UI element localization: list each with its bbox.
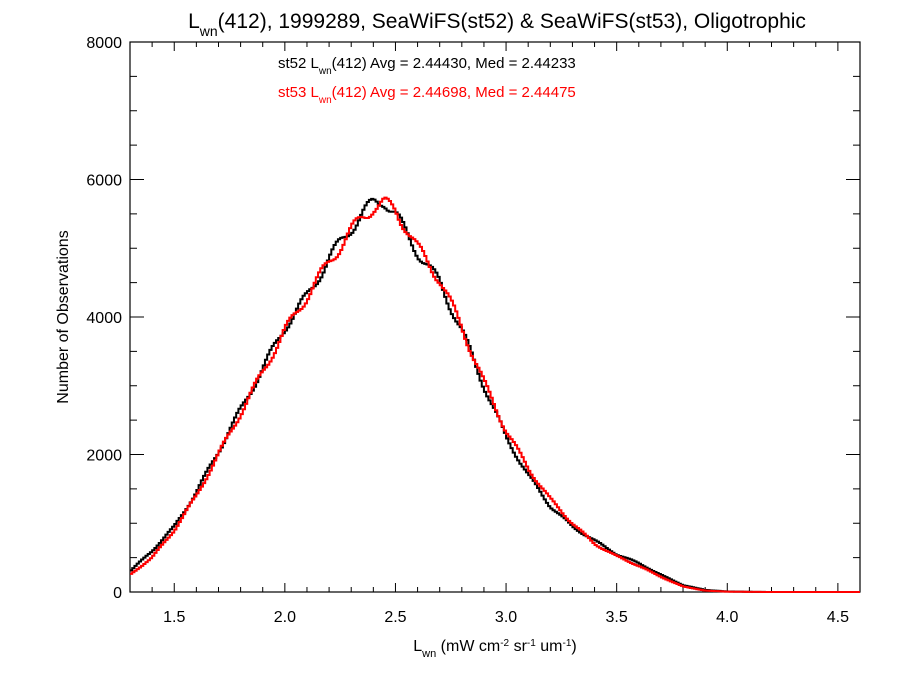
y-tick-label: 0 <box>113 585 122 602</box>
x-tick-label: 2.0 <box>274 609 296 626</box>
x-axis-label: Lwn (mW cm-2 sr-1 um-1) <box>413 638 576 661</box>
x-tick-label: 4.5 <box>827 609 849 626</box>
y-tick-label: 4000 <box>86 310 122 327</box>
plot-frame <box>129 41 861 593</box>
annotation-st53: st53 Lwn(412) Avg = 2.44698, Med = 2.444… <box>278 84 576 106</box>
x-tick-label: 3.5 <box>606 609 628 626</box>
x-tick-label: 4.0 <box>716 609 738 626</box>
series-st52-line <box>130 197 860 593</box>
y-tick-label: 6000 <box>86 173 122 190</box>
y-axis-ticks: 0 2000 4000 6000 8000 <box>86 35 860 602</box>
x-tick-label: 2.5 <box>384 609 406 626</box>
chart-title: Lwn(412), 1999289, SeaWiFS(st52) & SeaWi… <box>188 10 806 39</box>
x-tick-label: 1.5 <box>163 609 185 626</box>
x-axis-ticks: 1.5 2.0 2.5 3.0 3.5 4.0 4.5 <box>129 42 861 626</box>
x-tick-label: 3.0 <box>495 609 517 626</box>
y-axis-label: Number of Observations <box>55 230 72 403</box>
series-st53-line <box>130 196 860 593</box>
annotation-st52: st52 Lwn(412) Avg = 2.44430, Med = 2.442… <box>278 55 576 77</box>
y-tick-label: 8000 <box>86 35 122 52</box>
y-tick-label: 2000 <box>86 448 122 465</box>
series-layer <box>130 196 860 593</box>
